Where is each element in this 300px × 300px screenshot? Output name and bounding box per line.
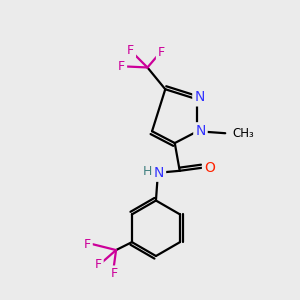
Text: F: F: [95, 258, 102, 272]
Text: CH₃: CH₃: [232, 127, 254, 140]
Text: F: F: [158, 46, 165, 59]
Text: H: H: [142, 165, 152, 178]
Text: F: F: [118, 60, 125, 73]
Text: O: O: [204, 161, 215, 175]
Text: F: F: [127, 44, 134, 57]
Text: F: F: [110, 267, 118, 280]
Text: N: N: [194, 90, 205, 104]
Text: F: F: [84, 238, 91, 250]
Text: N: N: [154, 166, 164, 180]
Text: N: N: [195, 124, 206, 138]
